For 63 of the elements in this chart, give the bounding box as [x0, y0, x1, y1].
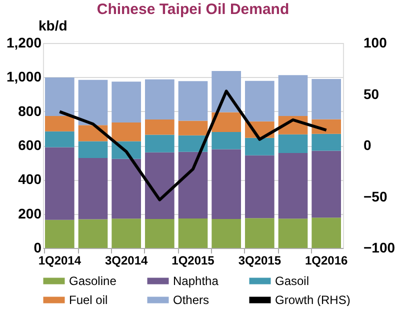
bar — [245, 155, 274, 218]
bar — [145, 79, 174, 120]
bar — [78, 80, 108, 126]
bar — [212, 149, 241, 219]
bar — [312, 79, 341, 120]
legend-label: Others — [173, 293, 210, 307]
bar — [78, 141, 108, 158]
bar — [112, 218, 141, 248]
legend-label: Naphtha — [173, 274, 219, 288]
y-tick-label: 0 — [34, 240, 42, 256]
bar — [178, 152, 208, 218]
bar — [245, 80, 274, 122]
legend-label: Gasoline — [69, 274, 117, 288]
y2-tick-label: 100 — [364, 34, 388, 50]
bar — [112, 82, 141, 122]
bar — [312, 218, 341, 248]
bar — [45, 220, 74, 248]
bar — [145, 152, 174, 219]
x-tick-label: 1Q2015 — [172, 254, 215, 268]
bar — [212, 132, 241, 150]
bar — [278, 218, 308, 248]
bar — [278, 153, 308, 219]
y-tick-label: 600 — [18, 137, 42, 153]
bar — [278, 134, 308, 154]
x-tick-label: 1Q2014 — [38, 254, 82, 268]
y-tick-label: 400 — [18, 171, 42, 188]
y2-tick-label: 50 — [364, 86, 380, 102]
y-tick-label: 800 — [18, 102, 42, 119]
y2-tick-label: −100 — [364, 240, 396, 256]
bar — [145, 134, 174, 152]
bar — [45, 116, 74, 132]
y-tick-label: 1,200 — [6, 34, 42, 50]
bar — [278, 75, 308, 116]
x-tick-label: 3Q2015 — [238, 254, 282, 268]
bar — [45, 78, 74, 116]
bar — [178, 81, 208, 121]
y2-tick-label: 0 — [364, 137, 372, 153]
bar — [45, 131, 74, 148]
y2-tick-label: −50 — [364, 188, 388, 204]
line-series — [58, 90, 328, 202]
bar — [112, 122, 141, 142]
bar — [212, 112, 241, 132]
legend-label: Fuel oil — [69, 293, 108, 307]
bar — [312, 134, 341, 151]
y-axis-title: kb/d — [38, 18, 68, 34]
bar — [78, 219, 108, 248]
chart-title: Chinese Taipei Oil Demand — [96, 1, 290, 18]
bar — [245, 138, 274, 156]
x-tick-label: 1Q2016 — [304, 254, 348, 268]
bar — [112, 158, 141, 219]
bar — [145, 120, 174, 135]
bar — [245, 218, 274, 248]
bar — [178, 218, 208, 248]
legend-label: Gasoil — [275, 274, 310, 288]
bar — [312, 150, 341, 218]
x-tick-label: 3Q2014 — [104, 254, 148, 268]
bar — [145, 218, 174, 248]
bar — [45, 147, 74, 220]
y-tick-label: 200 — [18, 205, 42, 222]
bar — [178, 120, 208, 136]
bar — [212, 218, 241, 248]
bar — [78, 158, 108, 220]
y-tick-label: 1,000 — [6, 68, 42, 85]
